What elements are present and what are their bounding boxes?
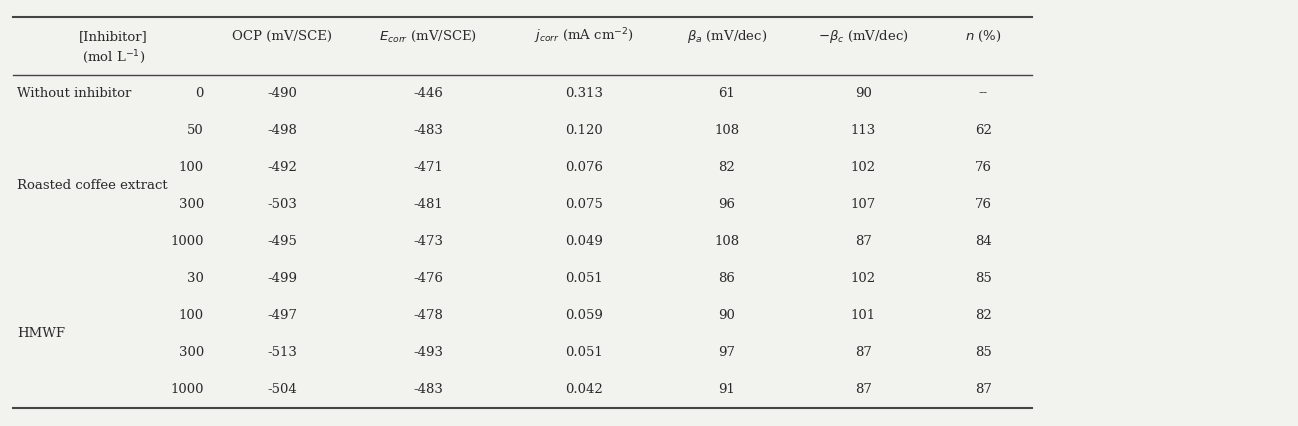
Text: HMWF: HMWF [17,328,65,340]
Text: 102: 102 [850,161,876,174]
Text: -481: -481 [414,198,443,211]
Text: 30: 30 [187,272,204,285]
Text: 90: 90 [718,309,736,322]
Text: 0.051: 0.051 [565,346,604,359]
Text: (mol L$^{-1}$): (mol L$^{-1}$) [82,49,145,66]
Text: [Inhibitor]: [Inhibitor] [79,30,148,43]
Text: 300: 300 [179,198,204,211]
Text: -483: -483 [413,124,444,137]
Text: 61: 61 [718,86,736,100]
Text: 0.120: 0.120 [565,124,604,137]
Text: 0.075: 0.075 [565,198,604,211]
Text: 62: 62 [975,124,992,137]
Text: 87: 87 [975,383,992,396]
Text: 0.313: 0.313 [565,86,604,100]
Text: $n$ (%): $n$ (%) [964,29,1002,44]
Text: -492: -492 [267,161,297,174]
Text: Without inhibitor: Without inhibitor [17,86,131,100]
Text: --: -- [979,86,988,100]
Text: 0.059: 0.059 [565,309,604,322]
Text: 108: 108 [714,124,740,137]
Text: $j_{corr}$ (mA cm$^{-2}$): $j_{corr}$ (mA cm$^{-2}$) [535,26,633,46]
Text: -473: -473 [413,235,444,248]
Text: 50: 50 [187,124,204,137]
Text: 1000: 1000 [170,383,204,396]
Text: 86: 86 [718,272,736,285]
Text: 0.051: 0.051 [565,272,604,285]
Text: -495: -495 [267,235,297,248]
Text: 101: 101 [850,309,876,322]
Text: 87: 87 [854,383,872,396]
Text: 100: 100 [179,309,204,322]
Text: OCP (mV/SCE): OCP (mV/SCE) [232,30,332,43]
Text: 84: 84 [975,235,992,248]
Text: 82: 82 [975,309,992,322]
Text: 96: 96 [718,198,736,211]
Text: -493: -493 [413,346,444,359]
Text: -476: -476 [413,272,444,285]
Text: 0: 0 [196,86,204,100]
Text: 0.076: 0.076 [565,161,604,174]
Text: 1000: 1000 [170,235,204,248]
Text: 87: 87 [854,235,872,248]
Text: -478: -478 [413,309,444,322]
Text: -497: -497 [267,309,297,322]
Text: 85: 85 [975,346,992,359]
Text: -446: -446 [413,86,444,100]
Text: 82: 82 [719,161,735,174]
Text: 107: 107 [850,198,876,211]
Text: 76: 76 [975,161,992,174]
Text: -503: -503 [267,198,297,211]
Text: $-\beta_{c}$ (mV/dec): $-\beta_{c}$ (mV/dec) [818,28,909,45]
Text: 300: 300 [179,346,204,359]
Text: -504: -504 [267,383,297,396]
Text: 0.042: 0.042 [565,383,604,396]
Text: $\beta_{a}$ (mV/dec): $\beta_{a}$ (mV/dec) [687,28,767,45]
Text: 108: 108 [714,235,740,248]
Text: 85: 85 [975,272,992,285]
Text: 91: 91 [718,383,736,396]
Text: -513: -513 [267,346,297,359]
Text: 76: 76 [975,198,992,211]
Text: 100: 100 [179,161,204,174]
Text: -490: -490 [267,86,297,100]
Text: 113: 113 [850,124,876,137]
Text: 87: 87 [854,346,872,359]
Text: -498: -498 [267,124,297,137]
Text: Roasted coffee extract: Roasted coffee extract [17,179,167,192]
Text: -483: -483 [413,383,444,396]
Text: 0.049: 0.049 [565,235,604,248]
Text: 97: 97 [718,346,736,359]
Text: -471: -471 [413,161,444,174]
Text: 102: 102 [850,272,876,285]
Text: $E_{corr}$ (mV/SCE): $E_{corr}$ (mV/SCE) [379,29,478,44]
Text: 90: 90 [854,86,872,100]
Text: -499: -499 [267,272,297,285]
